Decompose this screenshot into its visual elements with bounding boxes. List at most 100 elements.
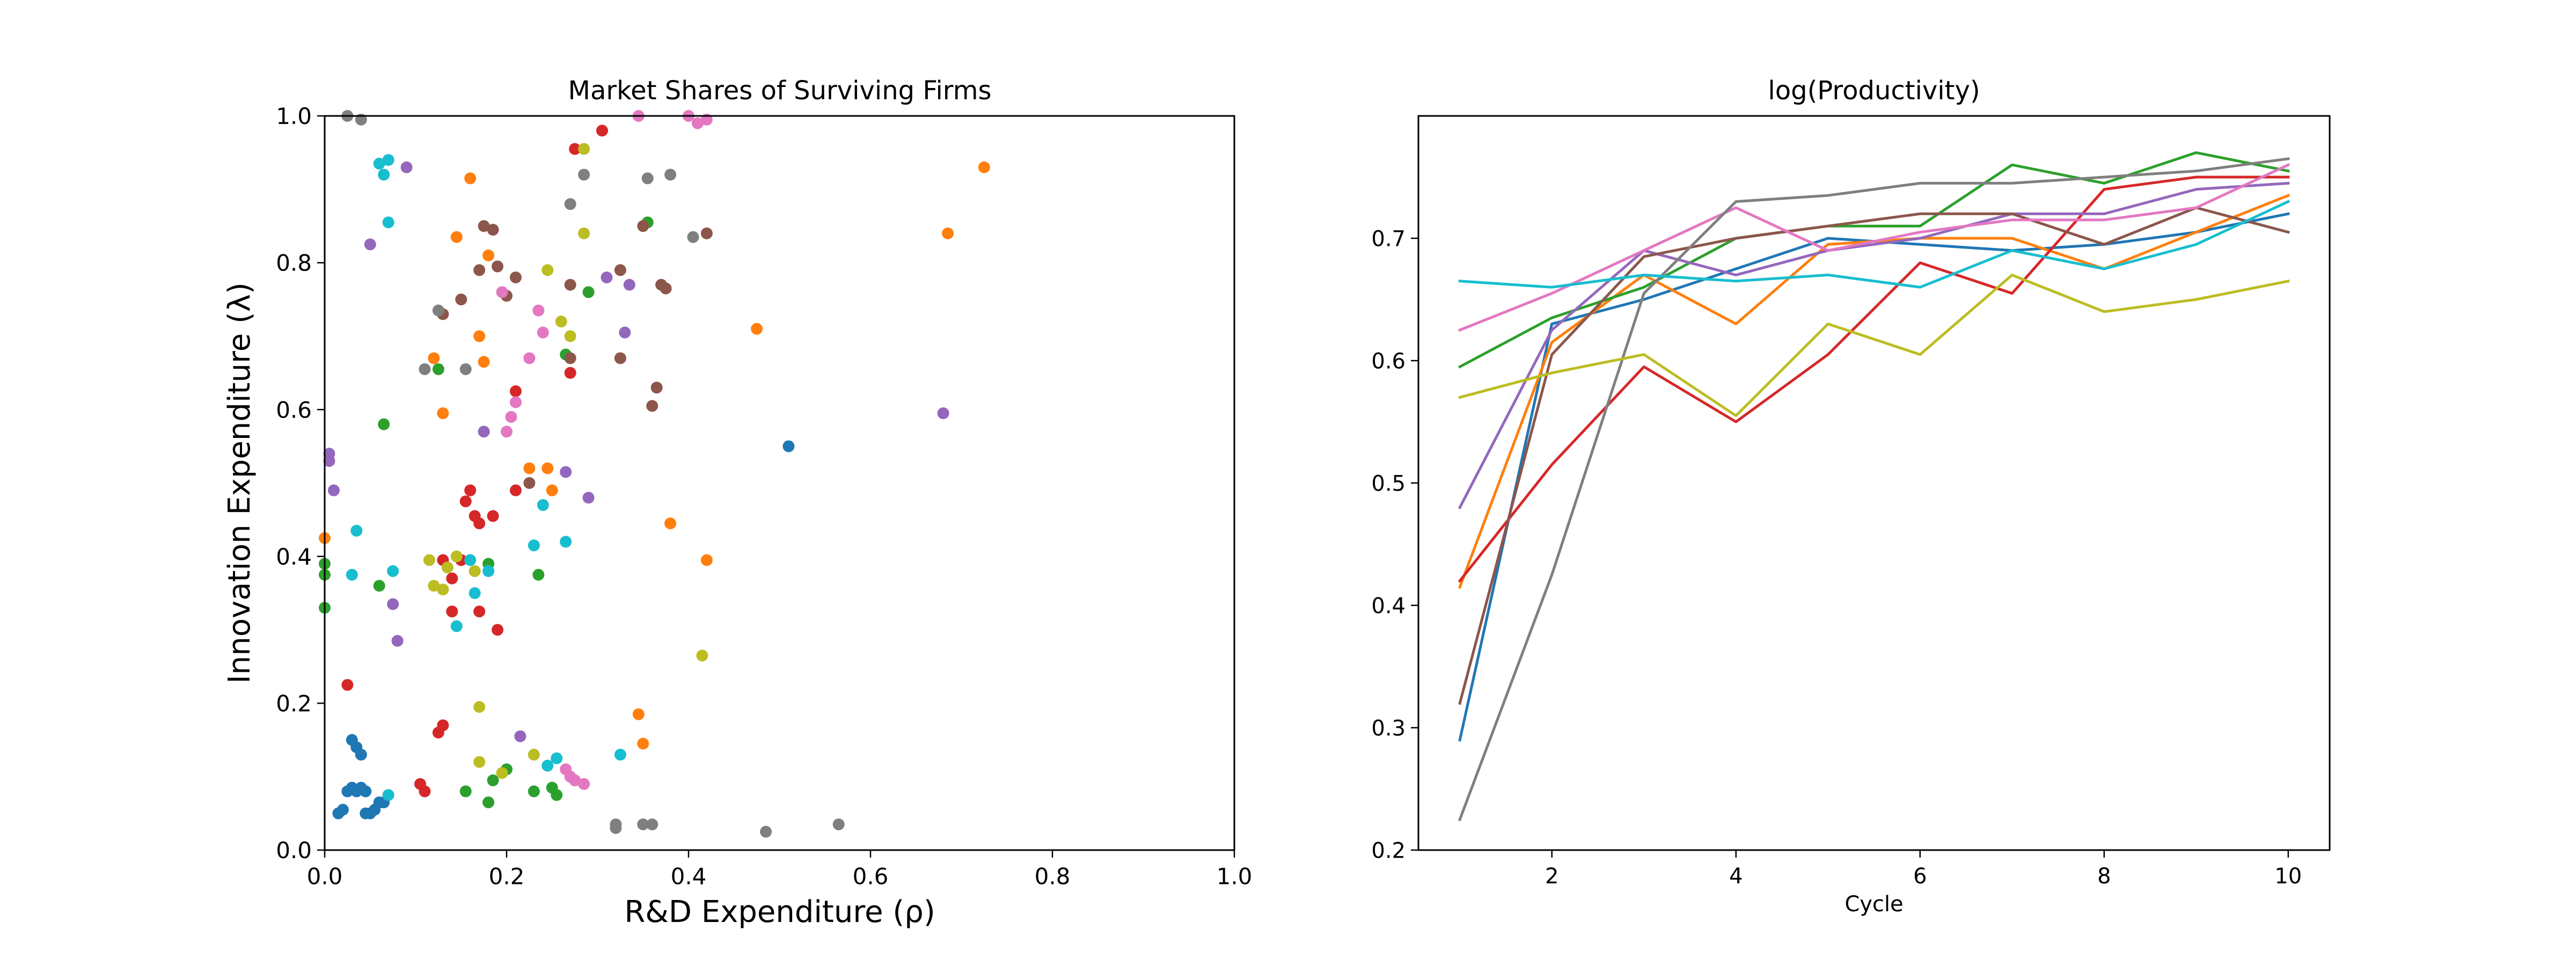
x-tick-label: 0.2 xyxy=(489,863,525,890)
y-tick-label: 0.6 xyxy=(276,397,312,423)
scatter-point xyxy=(478,356,490,368)
scatter-point xyxy=(459,785,472,797)
scatter-point xyxy=(751,323,763,335)
scatter-point xyxy=(487,224,499,236)
scatter-point xyxy=(482,796,495,809)
x-tick-label: 0.4 xyxy=(671,863,707,890)
scatter-point xyxy=(551,789,563,801)
scatter-point xyxy=(523,462,536,474)
line-x-ticks: 2 4 6 8 10 xyxy=(1545,850,2302,889)
y-tick-label: 0.8 xyxy=(276,250,312,276)
scatter-point xyxy=(650,382,663,394)
scatter-point xyxy=(437,583,449,596)
series-line xyxy=(1458,200,2290,289)
scatter-point xyxy=(564,279,576,291)
scatter-point xyxy=(341,679,354,691)
scatter-point xyxy=(360,785,372,797)
y-tick-label: 0.4 xyxy=(1371,594,1406,618)
scatter-point xyxy=(528,785,540,797)
scatter-point xyxy=(378,418,390,430)
scatter-point xyxy=(509,484,522,496)
scatter-point xyxy=(496,286,508,298)
scatter-point xyxy=(664,169,677,181)
scatter-point xyxy=(473,605,486,618)
scatter-point xyxy=(687,231,699,243)
scatter-point xyxy=(978,161,990,173)
scatter-point xyxy=(482,565,495,577)
x-tick-label: 6 xyxy=(1913,864,1927,889)
scatter-point xyxy=(555,316,567,328)
scatter-point xyxy=(523,477,536,489)
scatter-point xyxy=(419,785,431,797)
scatter-y-axis-label: Innovation Expenditure (λ) xyxy=(222,282,257,684)
scatter-point xyxy=(501,426,513,438)
scatter-point xyxy=(509,271,522,283)
line-series-group xyxy=(1458,151,2290,822)
line-panel: log(Productivity) 2 4 6 8 10 0.2 0.3 0.4 0.5 0.6… xyxy=(1371,76,2331,917)
scatter-point xyxy=(446,572,458,584)
scatter-point xyxy=(564,198,576,210)
scatter-point xyxy=(614,749,626,761)
y-tick-label: 0.3 xyxy=(1371,716,1406,741)
x-tick-label: 8 xyxy=(2097,864,2111,889)
scatter-point xyxy=(492,260,504,273)
scatter-point xyxy=(532,569,545,581)
scatter-point xyxy=(646,818,658,831)
scatter-point xyxy=(564,367,576,379)
scatter-point xyxy=(528,749,540,761)
scatter-point xyxy=(378,169,390,181)
scatter-point xyxy=(364,238,376,251)
y-tick-label: 0.6 xyxy=(1371,349,1406,374)
scatter-point xyxy=(505,411,517,423)
y-tick-label: 0.2 xyxy=(1371,838,1406,863)
series-line xyxy=(1458,175,2290,583)
scatter-point xyxy=(569,143,581,155)
scatter-point xyxy=(578,143,590,155)
scatter-point xyxy=(601,271,613,283)
scatter-points xyxy=(319,110,990,838)
x-tick-label: 2 xyxy=(1545,864,1558,889)
scatter-point xyxy=(346,569,358,581)
scatter-point xyxy=(560,466,572,478)
scatter-point xyxy=(551,752,563,764)
scatter-point xyxy=(523,352,536,364)
scatter-point xyxy=(387,598,399,610)
scatter-point xyxy=(428,580,440,592)
scatter-point xyxy=(832,818,845,831)
x-tick-label: 0.6 xyxy=(853,863,889,890)
scatter-x-ticks: 0.0 0.2 0.4 0.6 0.8 1.0 xyxy=(307,850,1252,890)
y-tick-label: 0.5 xyxy=(1371,471,1406,496)
scatter-point xyxy=(450,550,463,562)
scatter-point xyxy=(696,649,708,662)
scatter-point xyxy=(660,282,672,295)
scatter-point xyxy=(473,264,486,276)
scatter-point xyxy=(473,756,486,768)
series-line xyxy=(1458,163,2290,332)
scatter-point xyxy=(637,818,649,831)
scatter-point xyxy=(614,352,626,364)
scatter-point xyxy=(373,580,385,592)
scatter-point xyxy=(782,440,795,452)
y-tick-label: 0.0 xyxy=(276,837,312,863)
scatter-point xyxy=(423,554,435,566)
scatter-point xyxy=(564,352,576,364)
scatter-point xyxy=(496,767,508,779)
scatter-x-axis-label: R&D Expenditure (ρ) xyxy=(624,895,935,930)
scatter-point xyxy=(350,524,363,537)
scatter-point xyxy=(632,708,645,720)
scatter-point xyxy=(464,172,477,185)
line-title: log(Productivity) xyxy=(1768,76,1980,106)
series-line xyxy=(1458,273,2290,418)
line-x-axis-label: Cycle xyxy=(1845,892,1903,917)
scatter-point xyxy=(478,220,490,232)
x-tick-label: 0.8 xyxy=(1035,863,1071,890)
scatter-y-ticks: 0.0 0.2 0.4 0.6 0.8 1.0 xyxy=(276,103,325,863)
scatter-point xyxy=(469,587,481,599)
scatter-point xyxy=(582,492,595,504)
y-tick-label: 0.7 xyxy=(1371,226,1406,251)
scatter-point xyxy=(459,495,472,508)
scatter-point xyxy=(578,169,590,181)
scatter-point xyxy=(509,396,522,408)
x-tick-label: 4 xyxy=(1729,864,1743,889)
scatter-point xyxy=(478,426,490,438)
